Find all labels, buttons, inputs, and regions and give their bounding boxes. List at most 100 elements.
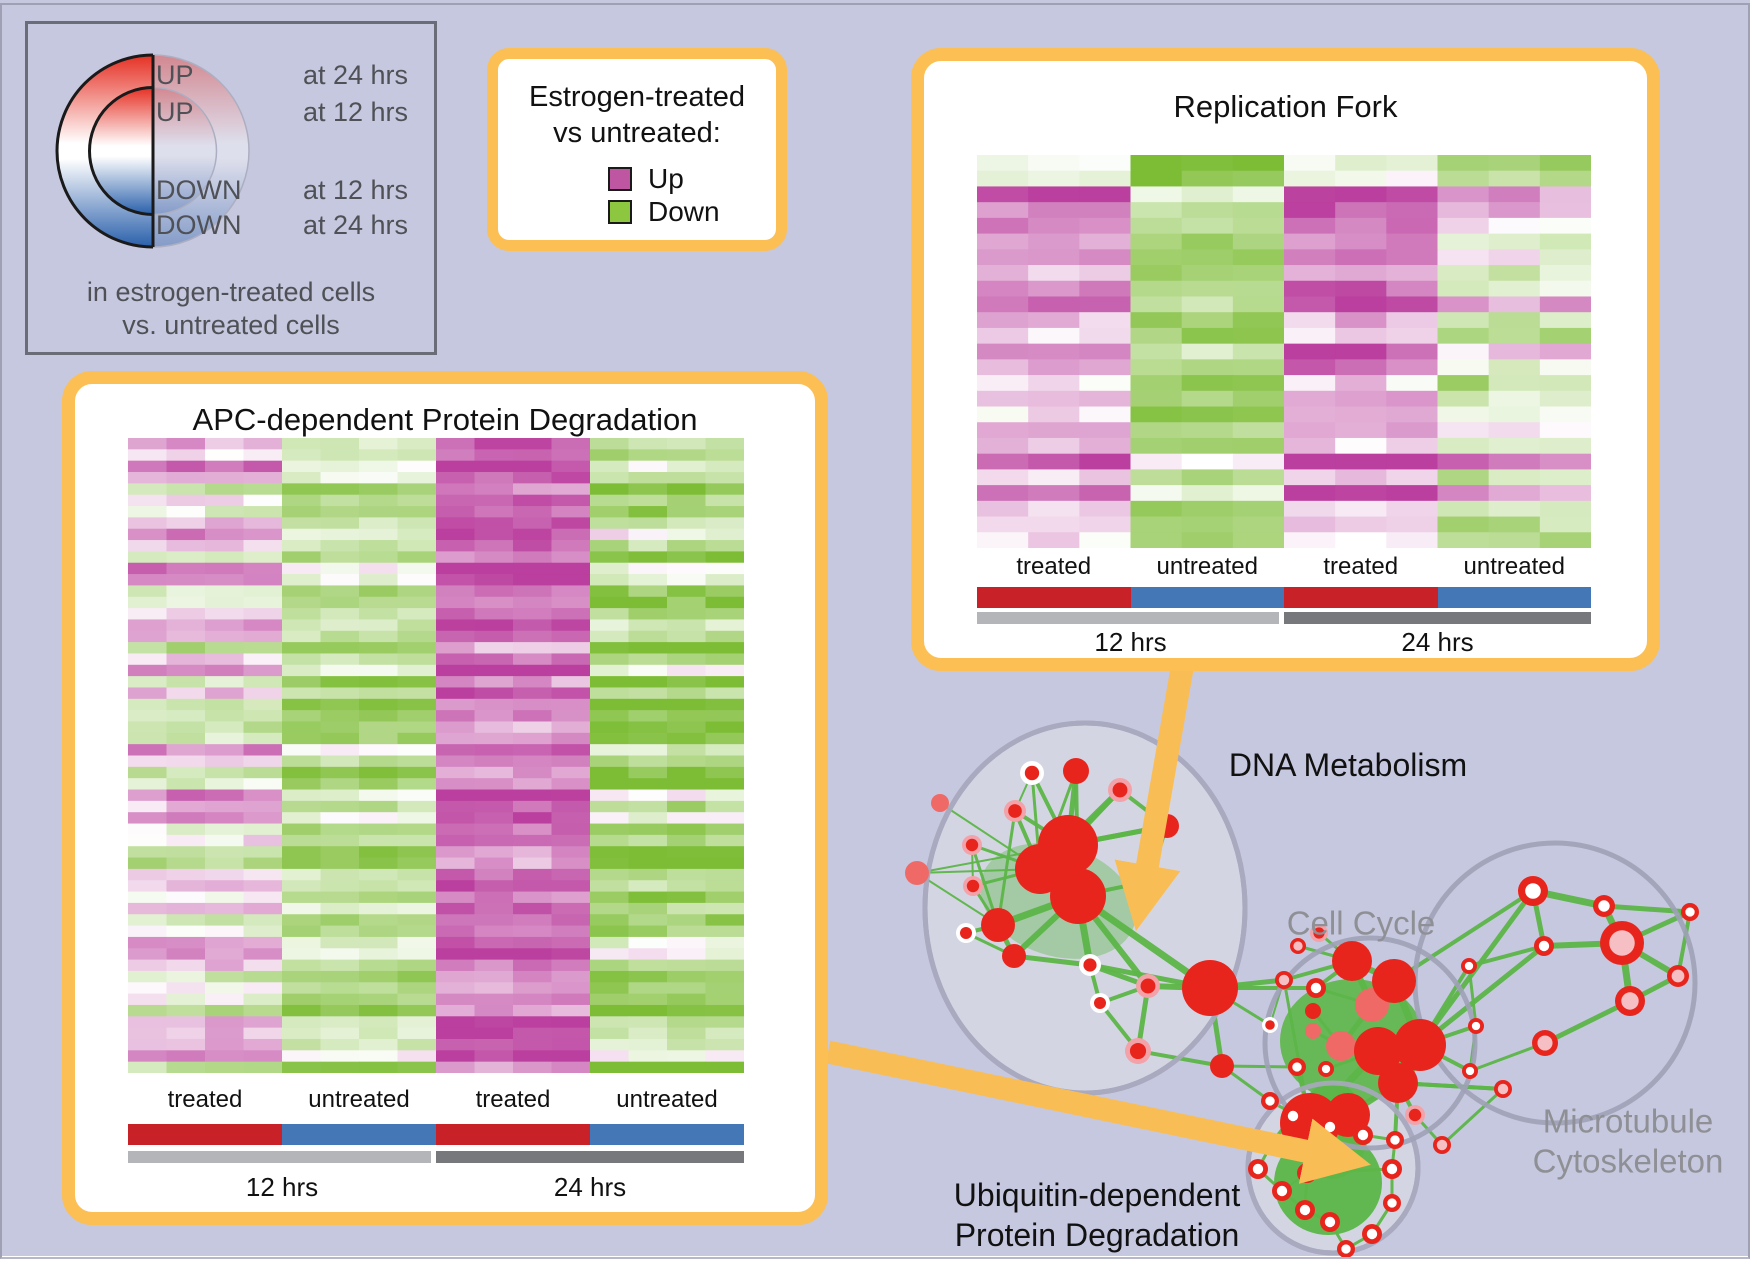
heatmap-cell xyxy=(128,574,167,586)
heatmap-cell xyxy=(1130,437,1183,455)
heatmap-cell xyxy=(590,857,629,870)
heatmap-cell xyxy=(551,460,591,473)
heatmap-cell xyxy=(667,778,706,791)
heatmap-cell xyxy=(436,982,475,995)
heatmap-cell xyxy=(282,914,321,927)
heatmap-cell xyxy=(590,596,629,609)
heatmap-cell xyxy=(128,619,167,632)
heatmap-cell xyxy=(513,460,552,473)
heatmap-cell xyxy=(590,948,629,961)
heatmap-cell xyxy=(1028,532,1080,548)
heatmap-cell xyxy=(628,1004,668,1017)
heatmap-cell xyxy=(474,630,514,643)
heatmap-cell xyxy=(628,982,668,995)
heatmap-cell xyxy=(1284,233,1336,250)
heatmap-cell xyxy=(397,925,437,938)
heatmap-cell xyxy=(1028,390,1080,408)
heatmap-cell xyxy=(705,1027,744,1040)
heatmap-cell xyxy=(359,506,398,518)
heatmap-cell xyxy=(667,540,706,552)
heatmap-cell xyxy=(320,721,360,734)
heatmap-cell xyxy=(205,698,244,711)
heatmap-cell xyxy=(628,664,668,677)
heatmap-cell xyxy=(320,1050,360,1063)
heatmap-cell xyxy=(359,494,398,507)
heatmap-cell xyxy=(243,721,283,734)
heatmap-cell xyxy=(1079,532,1131,548)
heatmap-cell xyxy=(397,438,437,450)
heatmap-cell xyxy=(1232,217,1285,235)
heatmap-cell xyxy=(1284,422,1336,439)
heatmap-cell xyxy=(1028,312,1080,329)
heatmap-cell xyxy=(513,551,552,564)
heatmap-cell xyxy=(128,494,167,507)
heatmap-cell xyxy=(320,664,360,677)
heatmap-cell xyxy=(359,982,398,995)
heatmap-cell xyxy=(628,449,668,462)
heatmap-cell xyxy=(436,902,475,915)
heatmap-cell xyxy=(1130,532,1183,548)
heatmap-cell xyxy=(474,438,514,450)
heatmap-cell xyxy=(205,596,244,609)
ring-row-down-12: DOWN at 12 hrs xyxy=(156,175,408,205)
heatmap-cell xyxy=(1181,265,1234,282)
heatmap-cell xyxy=(1284,485,1336,502)
heatmap-cell xyxy=(513,517,552,530)
heatmap-cell xyxy=(513,687,552,700)
heatmap-cell xyxy=(128,846,167,859)
heatmap-cell xyxy=(628,925,668,938)
heatmap-cell xyxy=(667,517,706,530)
heatmap-cell xyxy=(628,676,668,688)
heatmap-cell xyxy=(628,812,668,825)
heatmap-cell xyxy=(551,744,591,756)
heatmap-cell xyxy=(243,687,283,700)
heatmap-cell xyxy=(590,574,629,586)
heatmap-cell xyxy=(282,1050,321,1063)
gene-node xyxy=(1354,1027,1402,1075)
heatmap-cell xyxy=(1232,469,1285,486)
heatmap-cell xyxy=(436,1027,475,1040)
apc-panel-title: APC-dependent Protein Degradation xyxy=(192,402,698,437)
heatmap-cell xyxy=(243,608,283,620)
heatmap-cell xyxy=(243,914,283,927)
heatmap-cell xyxy=(166,721,206,734)
heatmap-cell xyxy=(320,551,360,564)
heatmap-cell xyxy=(705,1050,744,1063)
gene-node xyxy=(1394,1019,1446,1071)
heatmap-cell xyxy=(166,585,206,598)
heatmap-cell xyxy=(1181,217,1234,235)
heatmap-cell xyxy=(977,375,1029,392)
heatmap-cell xyxy=(320,676,360,688)
heatmap-cell xyxy=(1028,485,1080,502)
heatmap-cell xyxy=(1028,469,1080,486)
heatmap-cell xyxy=(359,902,398,915)
heatmap-cell xyxy=(590,528,629,541)
heatmap-cell xyxy=(205,494,244,507)
heatmap-cell xyxy=(166,483,206,496)
heatmap-cell xyxy=(590,608,629,620)
gene-node xyxy=(905,861,929,885)
heatmap-cell xyxy=(436,528,475,541)
heatmap-cell xyxy=(551,800,591,813)
heatmap-cell xyxy=(667,1027,706,1040)
heatmap-cell xyxy=(1386,186,1438,203)
heatmap-cell xyxy=(590,868,629,881)
heatmap-cell xyxy=(436,710,475,722)
heatmap-cell xyxy=(705,936,744,949)
heatmap-cell xyxy=(205,868,244,881)
heatmap-cell xyxy=(320,902,360,915)
group-label: untreated xyxy=(308,1086,410,1113)
heatmap-cell xyxy=(667,619,706,632)
heatmap-cell xyxy=(551,449,591,462)
heatmap-cell xyxy=(166,925,206,938)
gene-node xyxy=(1332,941,1372,981)
heatmap-cell xyxy=(474,800,514,813)
heatmap-cell xyxy=(436,857,475,870)
heatmap-cell xyxy=(1335,469,1387,486)
heatmap-cell xyxy=(1232,202,1285,219)
heatmap-cell xyxy=(667,846,706,859)
heatmap-cell xyxy=(243,982,283,995)
heatmap-cell xyxy=(513,438,552,450)
heatmap-cell xyxy=(1488,532,1541,548)
heatmap-cell xyxy=(205,710,244,722)
